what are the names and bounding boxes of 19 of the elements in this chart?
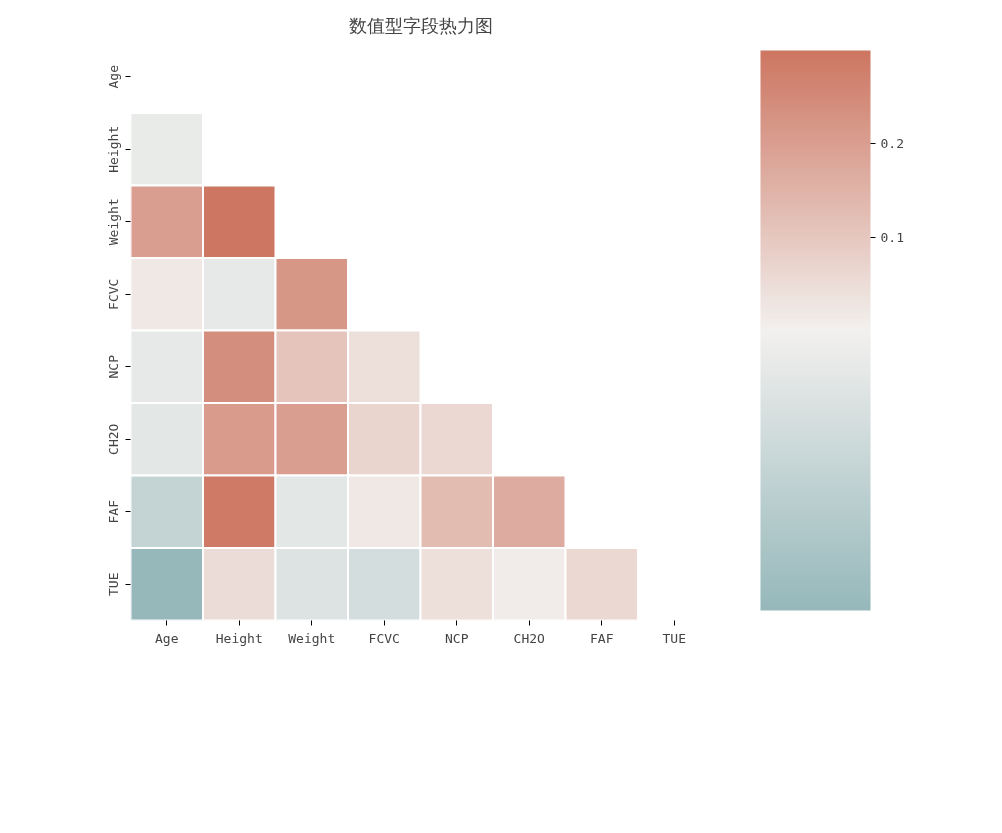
y-tick-label: CH2O bbox=[105, 423, 121, 455]
y-tick-label: Height bbox=[105, 125, 121, 173]
x-tick-label: Age bbox=[155, 630, 179, 646]
x-tick-label: Weight bbox=[288, 630, 336, 646]
y-tick-label: NCP bbox=[105, 354, 121, 379]
x-tick-label: FCVC bbox=[368, 630, 400, 646]
x-tick-label: CH2O bbox=[513, 630, 546, 646]
y-tick-label: FAF bbox=[105, 499, 121, 524]
y-tick-label: FCVC bbox=[105, 278, 121, 310]
color-bar-label: 0.1 bbox=[880, 229, 904, 245]
y-tick-label: Age bbox=[105, 64, 121, 89]
x-tick-label: FAF bbox=[590, 630, 614, 646]
y-tick-label: Weight bbox=[105, 198, 121, 246]
chart-title: 数值型字段热力图 bbox=[348, 14, 493, 36]
x-tick-label: Height bbox=[215, 630, 263, 646]
x-tick-label: NCP bbox=[445, 630, 469, 646]
x-tick-label: TUE bbox=[662, 630, 686, 646]
y-tick-label: TUE bbox=[105, 572, 121, 596]
color-bar-label: 0.2 bbox=[880, 136, 904, 152]
